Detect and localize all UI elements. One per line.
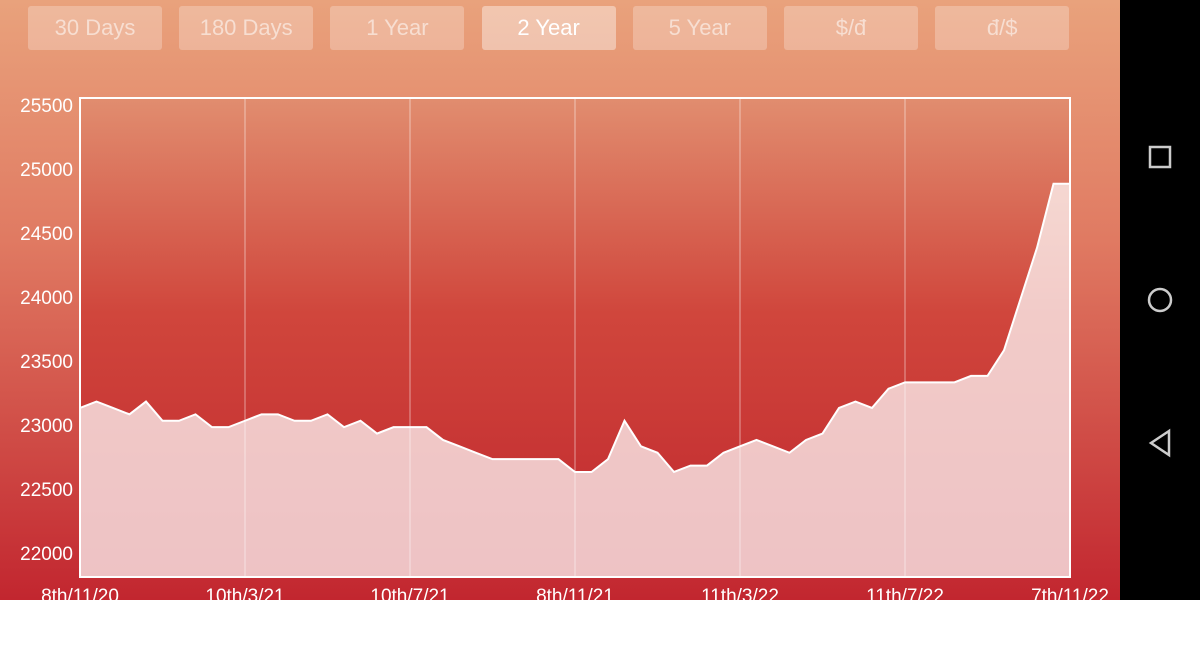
nav-bar [1120, 0, 1200, 600]
line [79, 182, 1070, 474]
home-button[interactable] [1147, 287, 1173, 313]
range-button[interactable]: 5 Year [632, 6, 767, 50]
x-tick-label: 10th/3/21 [205, 586, 284, 607]
x-tick-label: 10th/7/21 [370, 586, 449, 607]
y-tick-label: 23000 [20, 416, 73, 437]
x-tick-label: 11th/7/22 [866, 586, 944, 607]
y-tick-label: 25000 [20, 160, 73, 181]
x-tick-label: 7th/11/22 [1031, 586, 1109, 607]
chart: 22000 22500 23000 23500 24000 24500 25000 25500… [20, 96, 1109, 607]
range-button[interactable]: đ/$ [935, 6, 1070, 50]
y-tick-label: 25500 [20, 96, 73, 117]
x-tick-label: 8th/11/20 [41, 586, 119, 607]
y-tick-label: 22000 [20, 544, 73, 565]
range-button[interactable]: 30 Days [28, 6, 162, 50]
range-button[interactable]: 180 Days [179, 6, 314, 50]
range-button[interactable]: 2 Year [481, 6, 616, 50]
app: 30 Days 180 Days 1 Year 2 Year 5 Year $/đ đ/$ … [0, 0, 1120, 600]
y-tick-label: 23500 [20, 352, 73, 373]
y-tick-label: 22500 [20, 480, 73, 501]
back-button[interactable] [1148, 428, 1171, 458]
range-button[interactable]: $/đ [784, 6, 918, 50]
y-tick-label: 24000 [20, 288, 73, 309]
x-tick-label: 8th/11/21 [536, 586, 614, 607]
y-tick-label: 24500 [20, 224, 73, 245]
recents-button[interactable] [1148, 145, 1172, 169]
range-button[interactable]: 1 Year [330, 6, 465, 50]
area [80, 183, 1070, 577]
x-tick-label: 11th/3/22 [701, 586, 779, 607]
nav-icons [1147, 145, 1173, 458]
